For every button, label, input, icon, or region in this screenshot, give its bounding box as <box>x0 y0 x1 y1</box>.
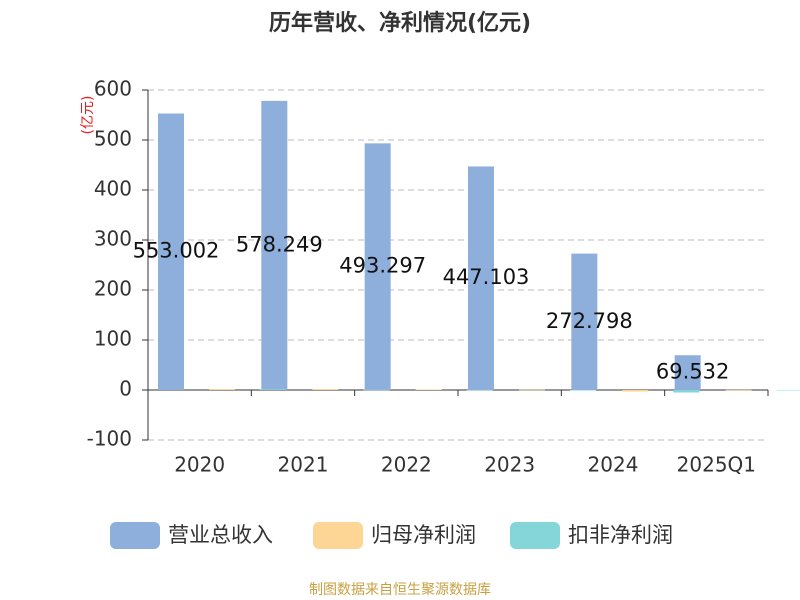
data-label: 578.249 <box>236 232 323 256</box>
bar <box>209 389 235 390</box>
bar <box>571 253 598 390</box>
bar <box>466 389 493 391</box>
y-tick-label: 200 <box>94 277 132 301</box>
legend-label: 归母净利润 <box>371 523 476 547</box>
legend-label: 扣非净利润 <box>568 523 673 547</box>
data-label: 447.103 <box>443 265 530 289</box>
y-tick-label: -100 <box>87 427 132 451</box>
bar <box>468 166 494 390</box>
y-tick-label: 0 <box>119 377 132 401</box>
x-tick-label: 2021 <box>278 453 329 477</box>
y-tick-label: 400 <box>94 177 132 201</box>
y-axis-label: (亿元) <box>80 96 96 135</box>
x-tick-label: 2023 <box>484 453 535 477</box>
x-tick-label: 2020 <box>174 453 225 477</box>
chart-title: 历年营收、净利情况(亿元) <box>269 10 531 36</box>
data-label: 272.798 <box>546 309 633 333</box>
bar <box>364 143 391 390</box>
bar <box>312 389 339 390</box>
y-tick-label: 100 <box>94 327 132 351</box>
y-tick-label: 500 <box>94 127 132 151</box>
x-tick-label: 2025Q1 <box>677 453 756 477</box>
legend-swatch <box>510 522 560 549</box>
bar <box>158 113 184 391</box>
x-tick-label: 2022 <box>381 453 432 477</box>
bar <box>363 389 390 391</box>
legend-swatch <box>110 522 160 549</box>
source-note: 制图数据来自恒生聚源数据库 <box>309 582 491 598</box>
bar <box>674 355 701 390</box>
bar <box>260 389 286 390</box>
bar <box>415 389 442 390</box>
legend-swatch <box>313 522 363 549</box>
bar <box>622 390 649 392</box>
y-tick-label: 600 <box>94 77 132 101</box>
data-label: 69.532 <box>656 360 729 384</box>
bar <box>570 390 596 391</box>
bar <box>776 389 800 391</box>
y-tick-label: 300 <box>94 227 132 251</box>
bar <box>673 390 700 393</box>
legend-label: 营业总收入 <box>168 523 273 547</box>
bar <box>519 389 545 391</box>
data-label: 553.002 <box>133 239 220 263</box>
data-label: 493.297 <box>339 254 426 278</box>
x-tick-label: 2024 <box>588 453 639 477</box>
bar <box>725 389 752 391</box>
bar <box>261 100 288 391</box>
